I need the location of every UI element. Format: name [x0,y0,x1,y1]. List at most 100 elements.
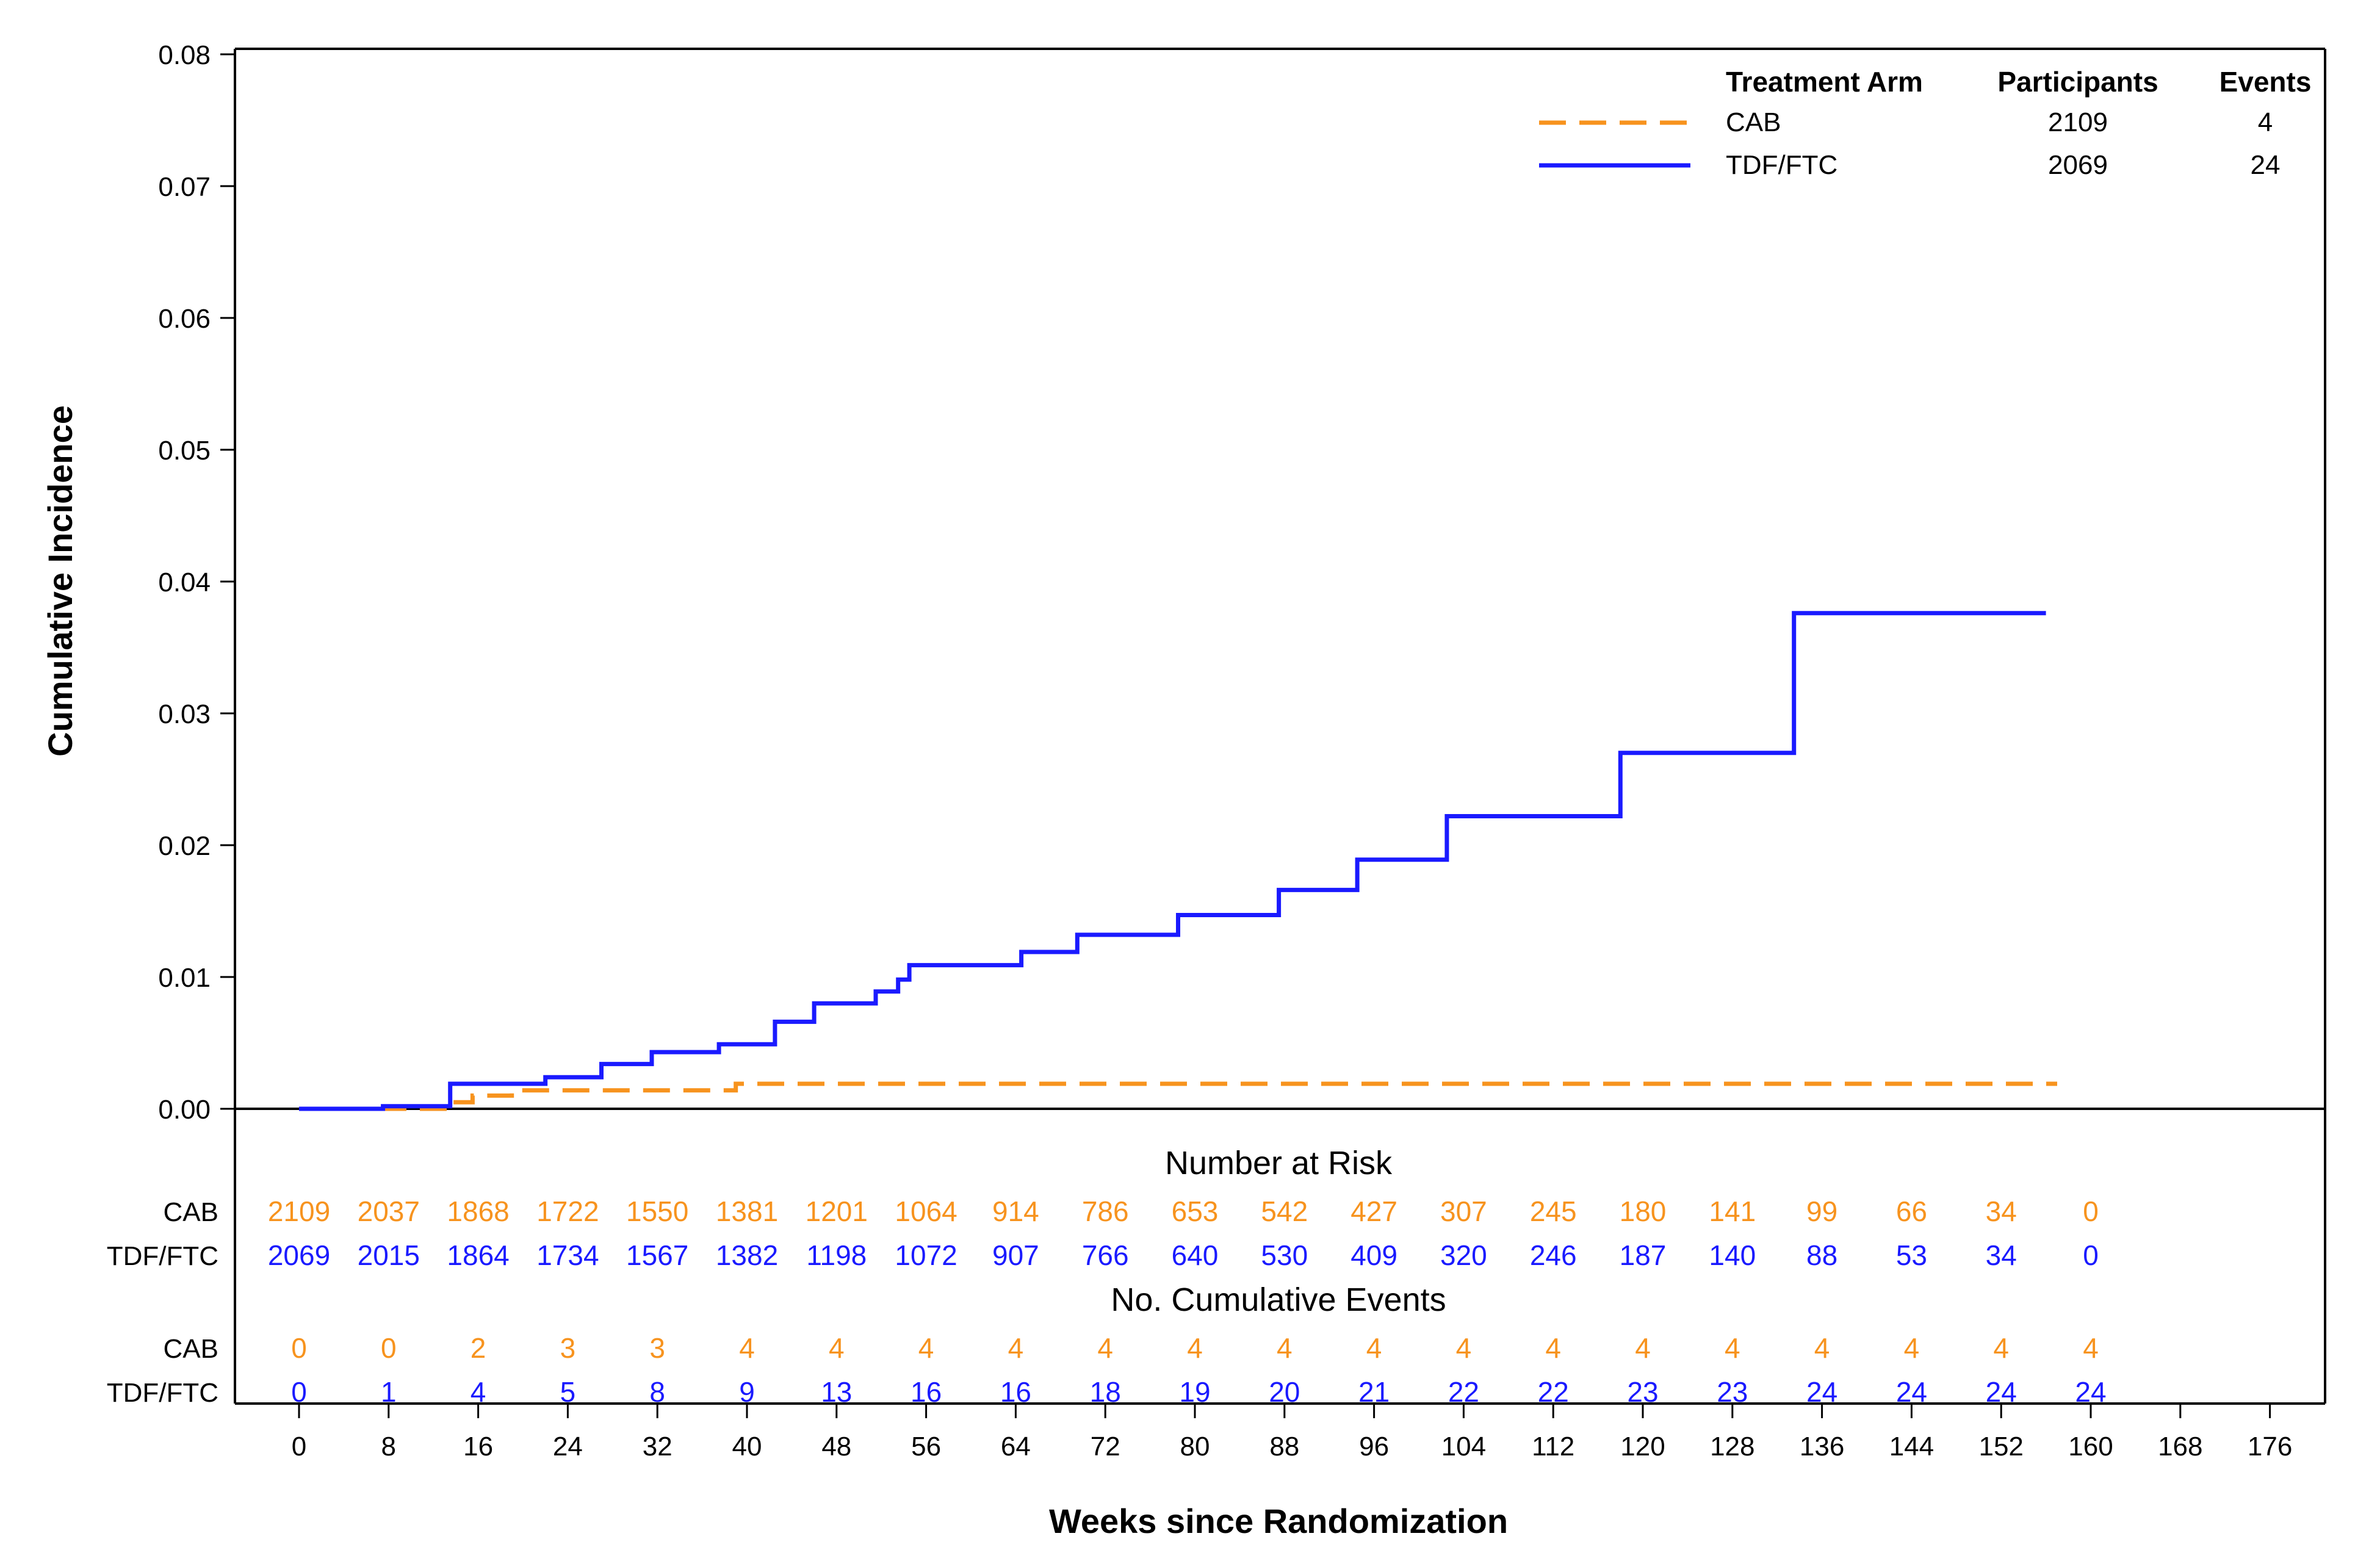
at-risk-value: 99 [1806,1195,1837,1227]
series-line-cab [299,1081,2057,1111]
x-tick-label: 120 [1620,1432,1665,1462]
cumulative-events-value: 4 [918,1332,934,1364]
at-risk-value: 1198 [806,1239,867,1271]
cumulative-events-value: 4 [1008,1332,1024,1364]
x-tick-label: 152 [1978,1432,2023,1462]
at-risk-value: 1201 [806,1195,868,1227]
at-risk-value: 1381 [716,1195,778,1227]
at-risk-value: 2037 [358,1195,420,1227]
at-risk-value: 427 [1350,1195,1397,1227]
cumulative-events-value: 0 [291,1376,307,1408]
cumulative-events-value: 3 [649,1332,665,1364]
at-risk-value: 141 [1709,1195,1756,1227]
cumulative-events-value: 24 [1806,1376,1837,1408]
at-risk-value: 0 [2083,1239,2099,1271]
y-tick-label: 0.01 [158,963,211,993]
legend-events: 4 [2258,107,2273,137]
at-risk-value: 1868 [447,1195,509,1227]
cumulative-events-value: 4 [1725,1332,1740,1364]
cumulative-events-value: 0 [291,1332,307,1364]
cumulative-events-value: 23 [1717,1376,1748,1408]
cumulative-events-value: 4 [471,1376,486,1408]
x-tick-label: 56 [911,1432,941,1462]
cumulative-events-value: 1 [381,1376,397,1408]
cumulative-events-value: 4 [1456,1332,1472,1364]
cumulative-events-value: 20 [1269,1376,1300,1408]
at-risk-value: 786 [1082,1195,1129,1227]
at-risk-value: 907 [992,1239,1039,1271]
at-risk-value: 2015 [358,1239,420,1271]
cumulative-events-value: 3 [560,1332,576,1364]
cumulative-events-value: 4 [1097,1332,1113,1364]
y-tick-label: 0.08 [158,40,211,70]
at-risk-value: 140 [1709,1239,1756,1271]
at-risk-value: 0 [2083,1195,2099,1227]
y-tick-label: 0.06 [158,304,211,334]
x-tick-label: 32 [643,1432,673,1462]
cumulative-events-value: 23 [1627,1376,1658,1408]
at-risk-value: 1550 [626,1195,688,1227]
legend-participants: 2109 [2048,107,2108,137]
x-tick-label: 24 [553,1432,583,1462]
series-line-tdf-ftc [299,611,2046,1111]
cumulative-events-value: 4 [829,1332,845,1364]
at-risk-value: 320 [1440,1239,1487,1271]
at-risk-value: 88 [1806,1239,1837,1271]
cumulative-events-value: 22 [1538,1376,1569,1408]
legend: Treatment Arm Participants Events CAB 2109 4 T… [1539,66,2311,180]
at-risk-title: Number at Risk [1165,1145,1393,1181]
y-tick-label: 0.02 [158,831,211,861]
at-risk-value: 66 [1896,1195,1927,1227]
events-title: No. Cumulative Events [1111,1281,1446,1318]
at-risk-value: 187 [1620,1239,1667,1271]
cumulative-events-value: 5 [560,1376,576,1408]
x-tick-label: 8 [381,1432,396,1462]
at-risk-value: 53 [1896,1239,1927,1271]
cumulative-events-value: 21 [1358,1376,1390,1408]
x-tick-label: 96 [1359,1432,1389,1462]
x-tick-label: 40 [732,1432,762,1462]
cumulative-events-value: 4 [1545,1332,1561,1364]
cumulative-events-value: 4 [1635,1332,1651,1364]
cumulative-events-value: 8 [649,1376,665,1408]
cumulative-events-value: 4 [1814,1332,1830,1364]
x-tick-label: 104 [1441,1432,1486,1462]
cumulative-events-value: 16 [1000,1376,1031,1408]
cumulative-events-value: 18 [1090,1376,1121,1408]
at-risk-value: 640 [1172,1239,1219,1271]
at-risk-value: 530 [1261,1239,1308,1271]
at-risk-row-label: TDF/FTC [107,1241,218,1271]
at-risk-value: 2069 [268,1239,330,1271]
at-risk-value: 653 [1172,1195,1219,1227]
cumulative-events-value: 4 [739,1332,755,1364]
y-tick-label: 0.04 [158,568,211,597]
at-risk-value: 1064 [895,1195,957,1227]
at-risk-value: 542 [1261,1195,1308,1227]
x-tick-label: 88 [1269,1432,1299,1462]
x-axis-title: Weeks since Randomization [1049,1502,1508,1540]
x-tick-label: 16 [463,1432,493,1462]
x-tick-label: 128 [1710,1432,1754,1462]
x-tick-label: 72 [1091,1432,1120,1462]
cumulative-events-row-label: TDF/FTC [107,1378,218,1408]
x-axis: 0 8 16 24 32 40 48 56 64 72 80 88 96 104 112 120 128 136 1… [292,1404,2292,1462]
x-tick-label: 0 [292,1432,306,1462]
legend-header-events: Events [2220,66,2312,98]
legend-events: 24 [2251,150,2281,180]
at-risk-value: 766 [1082,1239,1129,1271]
at-risk-value: 34 [1986,1239,2017,1271]
y-tick-label: 0.00 [158,1095,211,1125]
cumulative-events-value: 13 [821,1376,852,1408]
at-risk-value: 409 [1350,1239,1397,1271]
x-tick-label: 136 [1800,1432,1844,1462]
cumulative-events-value: 4 [2083,1332,2099,1364]
cumulative-events-value: 4 [1993,1332,2009,1364]
x-tick-label: 80 [1180,1432,1210,1462]
at-risk-value: 245 [1530,1195,1577,1227]
x-tick-label: 160 [2068,1432,2113,1462]
cumulative-events-value: 0 [381,1332,397,1364]
y-tick-label: 0.05 [158,436,211,466]
